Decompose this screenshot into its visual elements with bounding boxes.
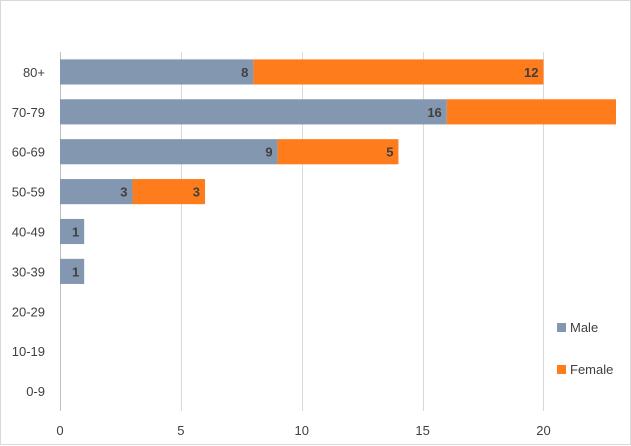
y-tick-label: 30-39 [12, 264, 45, 279]
x-tick-label: 5 [177, 423, 184, 438]
data-label-female: 12 [524, 65, 538, 80]
x-tick-label: 15 [415, 423, 429, 438]
legend: Male Female [557, 320, 613, 377]
bar-male-40-49 [60, 218, 85, 245]
bar-female-50-59 [132, 179, 206, 205]
legend-label-male: Male [570, 320, 598, 335]
data-label-male: 8 [241, 65, 248, 80]
data-label-male: 1 [72, 225, 79, 240]
y-tick-label: 50-59 [12, 185, 45, 200]
bar-male-70-79 [60, 99, 447, 125]
x-tick-label: 0 [56, 423, 63, 438]
y-tick-label: 70-79 [12, 105, 45, 120]
legend-swatch-male [557, 323, 566, 332]
value-axis-labels: 0 5 10 15 20 [56, 423, 550, 438]
bars [60, 59, 616, 284]
bar-male-60-69 [60, 139, 278, 165]
data-label-female: 5 [386, 145, 393, 160]
x-tick-label: 10 [295, 423, 309, 438]
y-tick-label: 60-69 [12, 145, 45, 160]
legend-swatch-female [557, 365, 566, 374]
data-label-male: 16 [427, 105, 441, 120]
y-tick-label: 0-9 [26, 384, 45, 399]
data-labels: 8 12 16 9 5 3 3 1 1 [72, 65, 539, 279]
bar-male-80+ [60, 59, 254, 85]
data-label-male: 1 [72, 264, 79, 279]
x-tick-label: 20 [536, 423, 550, 438]
legend-label-female: Female [570, 362, 613, 377]
bar-female-70-79 [446, 99, 616, 125]
y-tick-label: 20-29 [12, 304, 45, 319]
y-tick-label: 40-49 [12, 225, 45, 240]
bar-male-30-39 [60, 258, 85, 284]
bar-female-80+ [253, 59, 544, 85]
y-tick-label: 80+ [23, 65, 45, 80]
data-label-female: 3 [193, 185, 200, 200]
data-label-male: 3 [120, 185, 127, 200]
bar-male-50-59 [60, 179, 133, 205]
bar-female-60-69 [277, 139, 399, 165]
data-label-male: 9 [265, 145, 272, 160]
y-tick-label: 10-19 [12, 344, 45, 359]
category-axis-labels: 80+ 70-79 60-69 50-59 40-49 30-39 20-29 10-19 0-… [12, 65, 45, 399]
